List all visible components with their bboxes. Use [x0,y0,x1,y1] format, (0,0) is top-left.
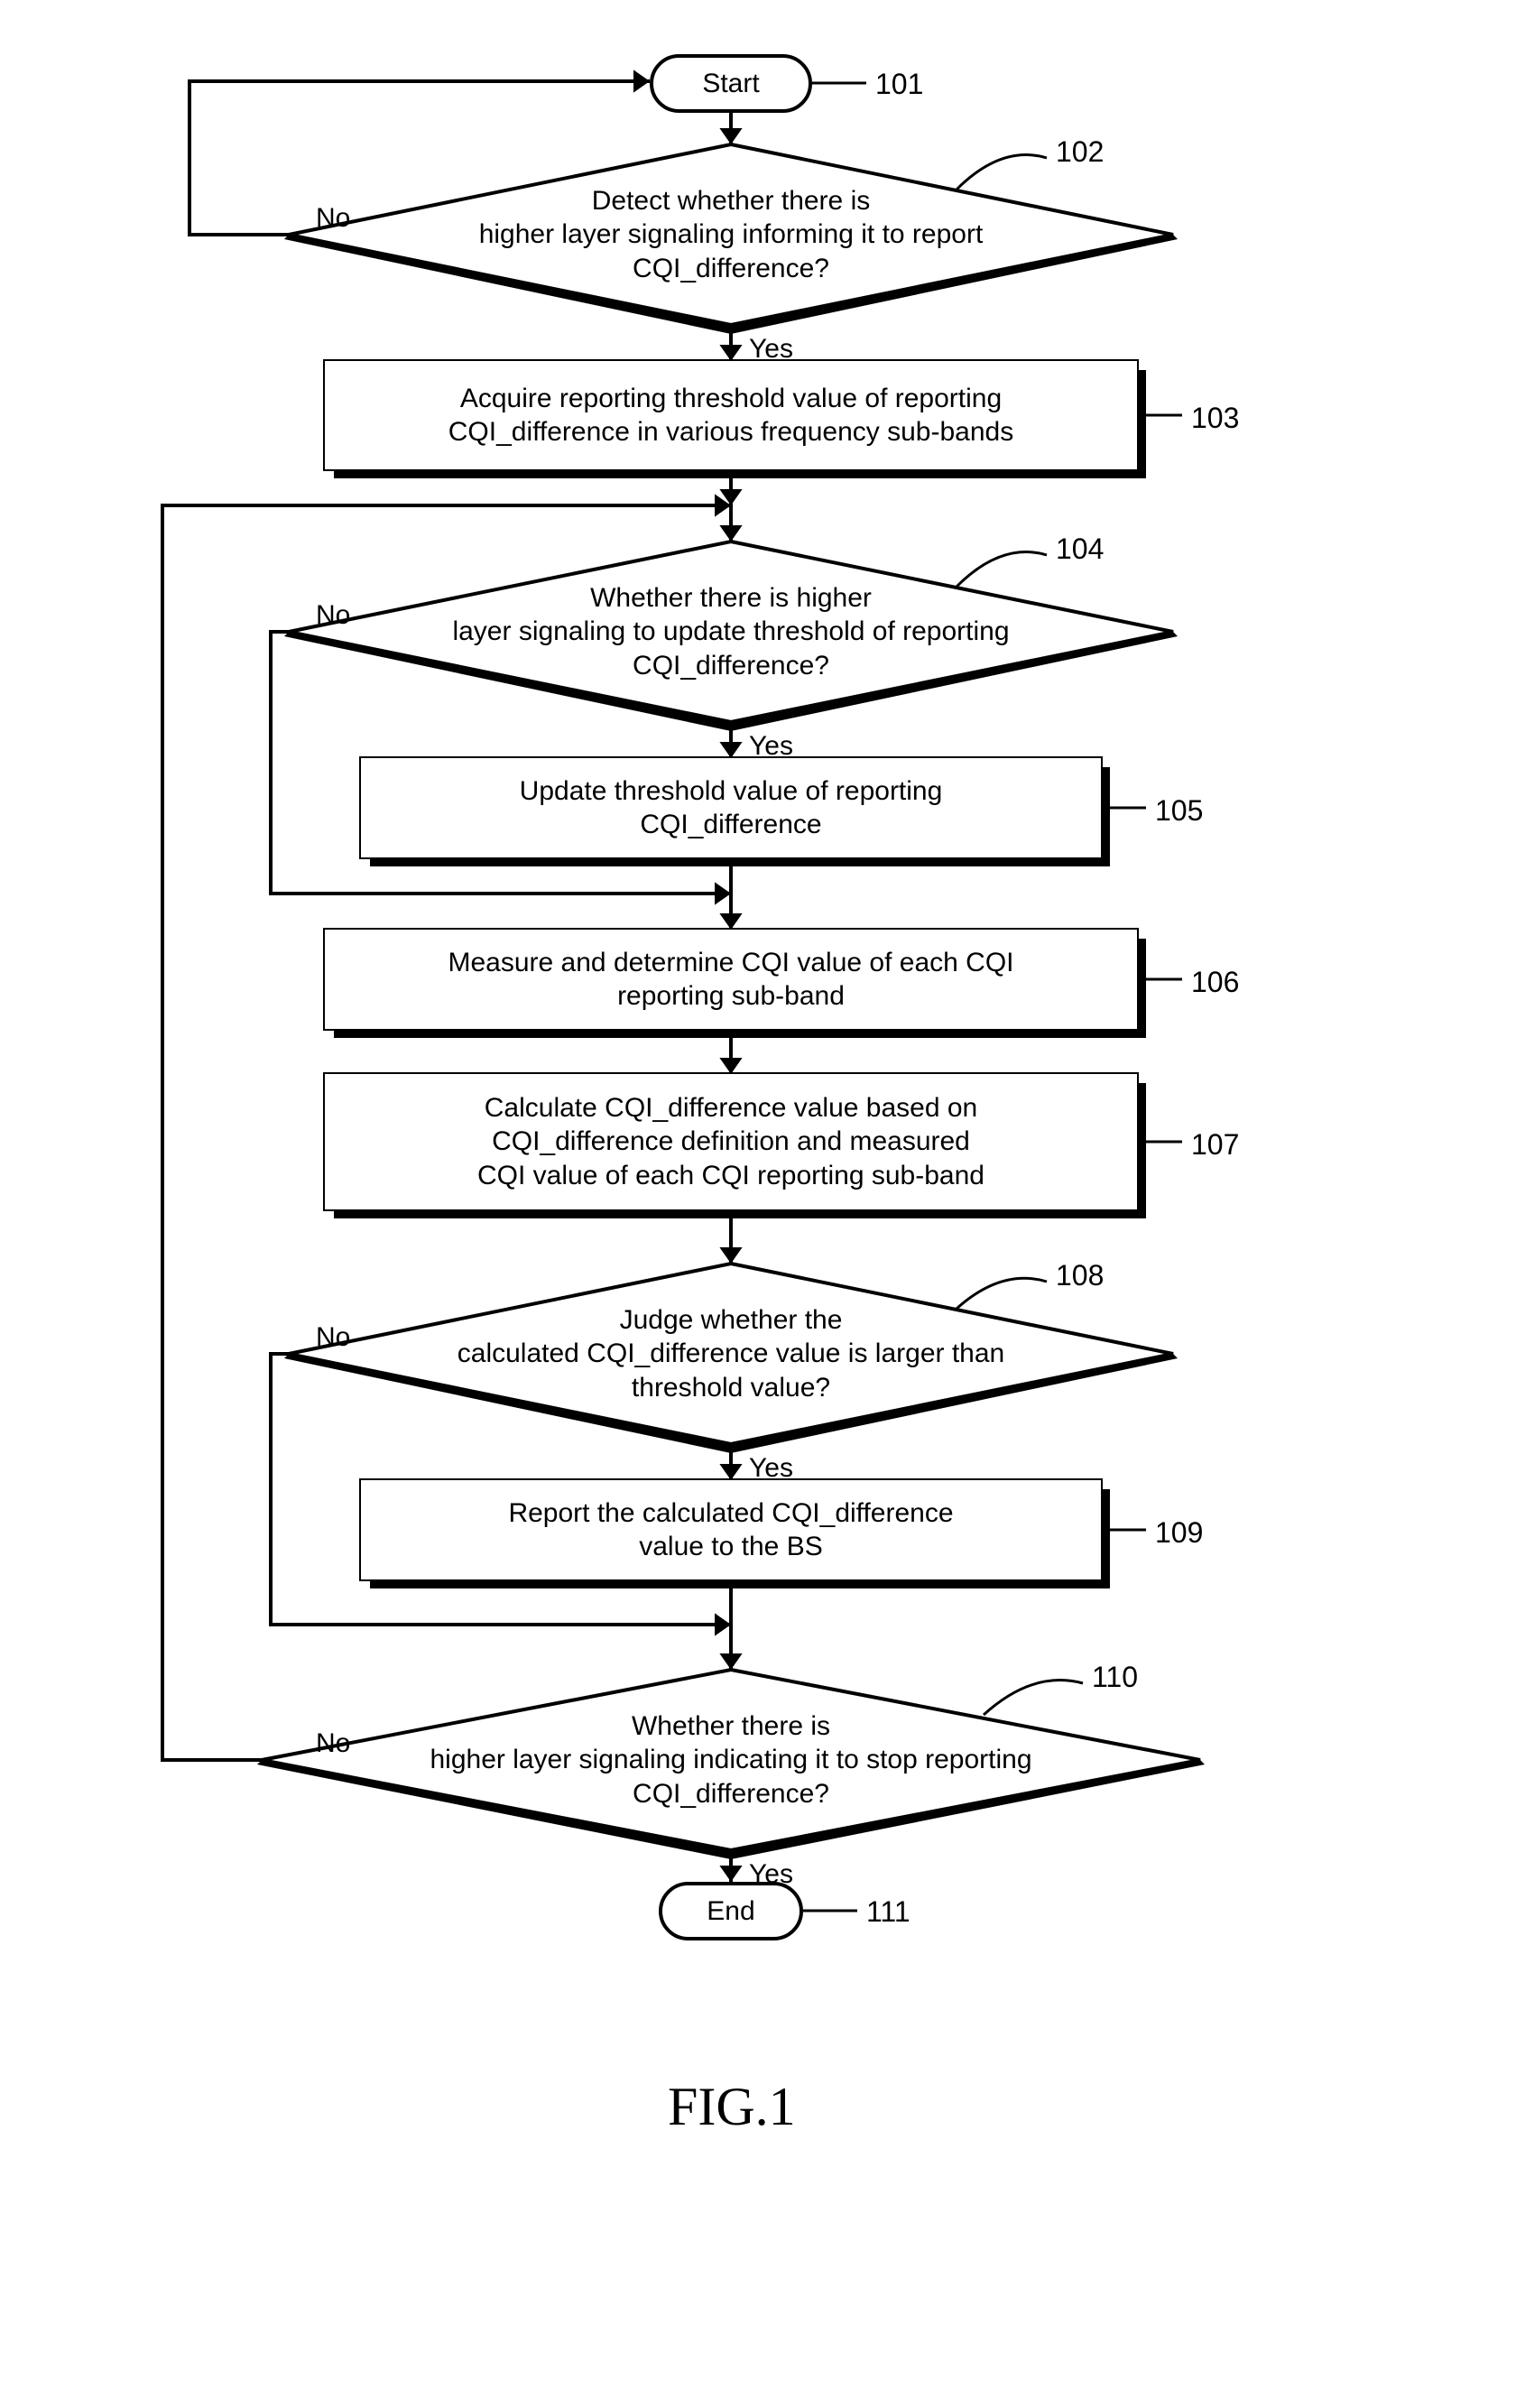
ref-number: 106 [1191,966,1239,999]
node-label: Update threshold value of reportingCQI_d… [520,774,943,842]
node-label: Calculate CQI_difference value based onC… [477,1091,984,1193]
branch-label: Yes [749,334,793,365]
node-label: Report the calculated CQI_differencevalu… [508,1496,953,1564]
node-label: End [707,1894,754,1929]
startend-node: End [659,1882,803,1940]
process-node: Measure and determine CQI value of each … [325,930,1137,1029]
ref-number: 108 [1056,1259,1104,1292]
ref-number: 111 [866,1895,911,1929]
ref-number: 110 [1092,1661,1138,1694]
branch-label: No [316,1322,350,1353]
process-node: Report the calculated CQI_differencevalu… [361,1480,1101,1579]
ref-number: 104 [1056,533,1104,566]
ref-number: 105 [1155,794,1203,828]
branch-label: Yes [749,731,793,762]
flowchart-container: StartDetect whether there ishigher layer… [0,0,1516,2408]
node-label: Acquire reporting threshold value of rep… [448,382,1013,449]
ref-number: 103 [1191,402,1239,435]
branch-label: No [316,600,350,631]
ref-number: 102 [1056,135,1104,169]
branch-label: Yes [749,1859,793,1890]
process-node: Acquire reporting threshold value of rep… [325,361,1137,469]
node-label: Start [702,67,759,101]
figure-title: FIG.1 [668,2076,796,2138]
branch-label: No [316,1728,350,1759]
ref-number: 109 [1155,1516,1203,1550]
ref-number: 101 [875,68,923,101]
process-node: Update threshold value of reportingCQI_d… [361,758,1101,857]
branch-label: Yes [749,1453,793,1484]
branch-label: No [316,203,350,234]
node-label: Measure and determine CQI value of each … [448,946,1014,1014]
ref-number: 107 [1191,1128,1239,1162]
process-node: Calculate CQI_difference value based onC… [325,1074,1137,1209]
startend-node: Start [650,54,812,113]
